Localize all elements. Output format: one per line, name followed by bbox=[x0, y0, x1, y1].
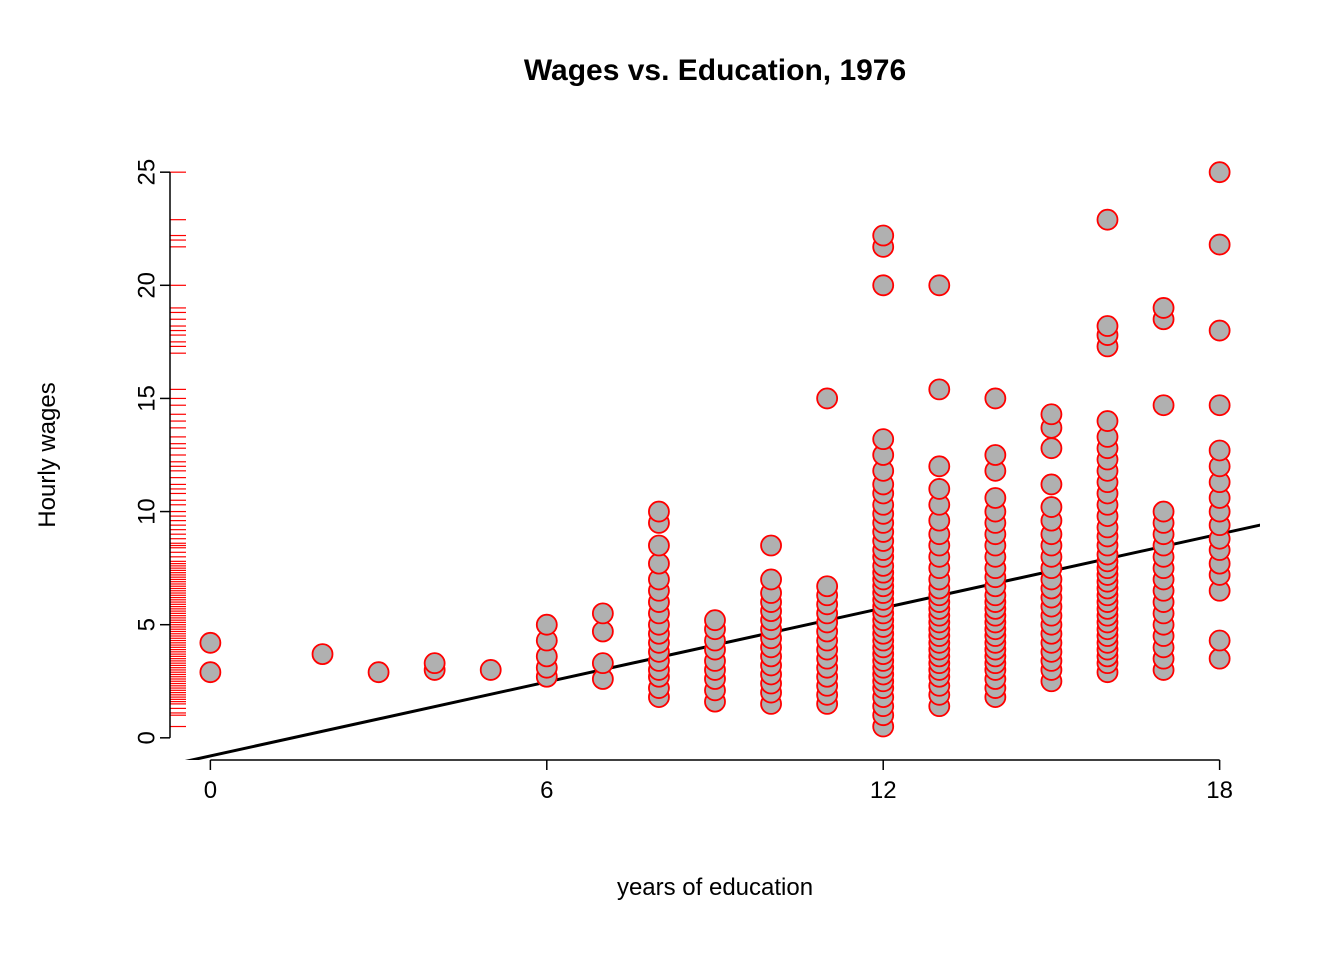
data-point bbox=[761, 569, 781, 589]
data-point bbox=[929, 275, 949, 295]
y-tick-label: 20 bbox=[133, 272, 160, 299]
data-point bbox=[1210, 395, 1230, 415]
data-point bbox=[873, 429, 893, 449]
scatter-chart-svg: Wages vs. Education, 1976 0 6 12 18 0 5 10 15 20 2… bbox=[0, 0, 1344, 960]
data-point bbox=[649, 554, 669, 574]
data-point bbox=[817, 388, 837, 408]
data-point bbox=[985, 488, 1005, 508]
y-tick-label: 10 bbox=[133, 498, 160, 525]
data-point bbox=[593, 653, 613, 673]
data-point bbox=[873, 275, 893, 295]
data-point bbox=[649, 536, 669, 556]
y-tick-label: 0 bbox=[133, 731, 160, 744]
data-point bbox=[1154, 502, 1174, 522]
data-point bbox=[1097, 316, 1117, 336]
chart-title: Wages vs. Education, 1976 bbox=[524, 54, 906, 87]
x-tick-label: 0 bbox=[204, 777, 217, 804]
data-point bbox=[593, 603, 613, 623]
data-point bbox=[313, 644, 333, 664]
y-tick-label: 25 bbox=[133, 159, 160, 186]
data-point bbox=[369, 662, 389, 682]
data-point bbox=[425, 653, 445, 673]
data-point bbox=[200, 633, 220, 653]
data-point bbox=[1210, 321, 1230, 341]
data-point bbox=[1041, 497, 1061, 517]
x-tick-label: 6 bbox=[540, 777, 553, 804]
data-point bbox=[1210, 235, 1230, 255]
data-point bbox=[481, 660, 501, 680]
data-point bbox=[537, 615, 557, 635]
data-point bbox=[1041, 474, 1061, 494]
x-tick-label: 18 bbox=[1206, 777, 1233, 804]
data-point bbox=[761, 536, 781, 556]
data-point bbox=[1210, 440, 1230, 460]
data-point bbox=[1210, 631, 1230, 651]
y-tick-label: 5 bbox=[133, 618, 160, 631]
data-point bbox=[1210, 649, 1230, 669]
data-point bbox=[593, 621, 613, 641]
data-point bbox=[985, 445, 1005, 465]
x-axis-label: years of education bbox=[617, 874, 813, 901]
data-point bbox=[649, 502, 669, 522]
data-point bbox=[1097, 411, 1117, 431]
y-tick-label: 15 bbox=[133, 385, 160, 412]
data-point bbox=[1041, 438, 1061, 458]
data-point bbox=[1210, 162, 1230, 182]
data-point bbox=[929, 479, 949, 499]
data-point bbox=[1097, 210, 1117, 230]
data-point bbox=[1154, 395, 1174, 415]
data-point bbox=[1154, 298, 1174, 318]
data-point bbox=[985, 388, 1005, 408]
data-point bbox=[929, 379, 949, 399]
data-point bbox=[705, 610, 725, 630]
y-axis-label: Hourly wages bbox=[34, 382, 61, 527]
chart-container: Wages vs. Education, 1976 0 6 12 18 0 5 10 15 20 2… bbox=[0, 0, 1344, 960]
data-point bbox=[873, 226, 893, 246]
data-point bbox=[1041, 404, 1061, 424]
data-point bbox=[200, 662, 220, 682]
data-point bbox=[929, 456, 949, 476]
x-tick-label: 12 bbox=[870, 777, 897, 804]
chart-background bbox=[0, 0, 1344, 960]
data-point bbox=[817, 576, 837, 596]
